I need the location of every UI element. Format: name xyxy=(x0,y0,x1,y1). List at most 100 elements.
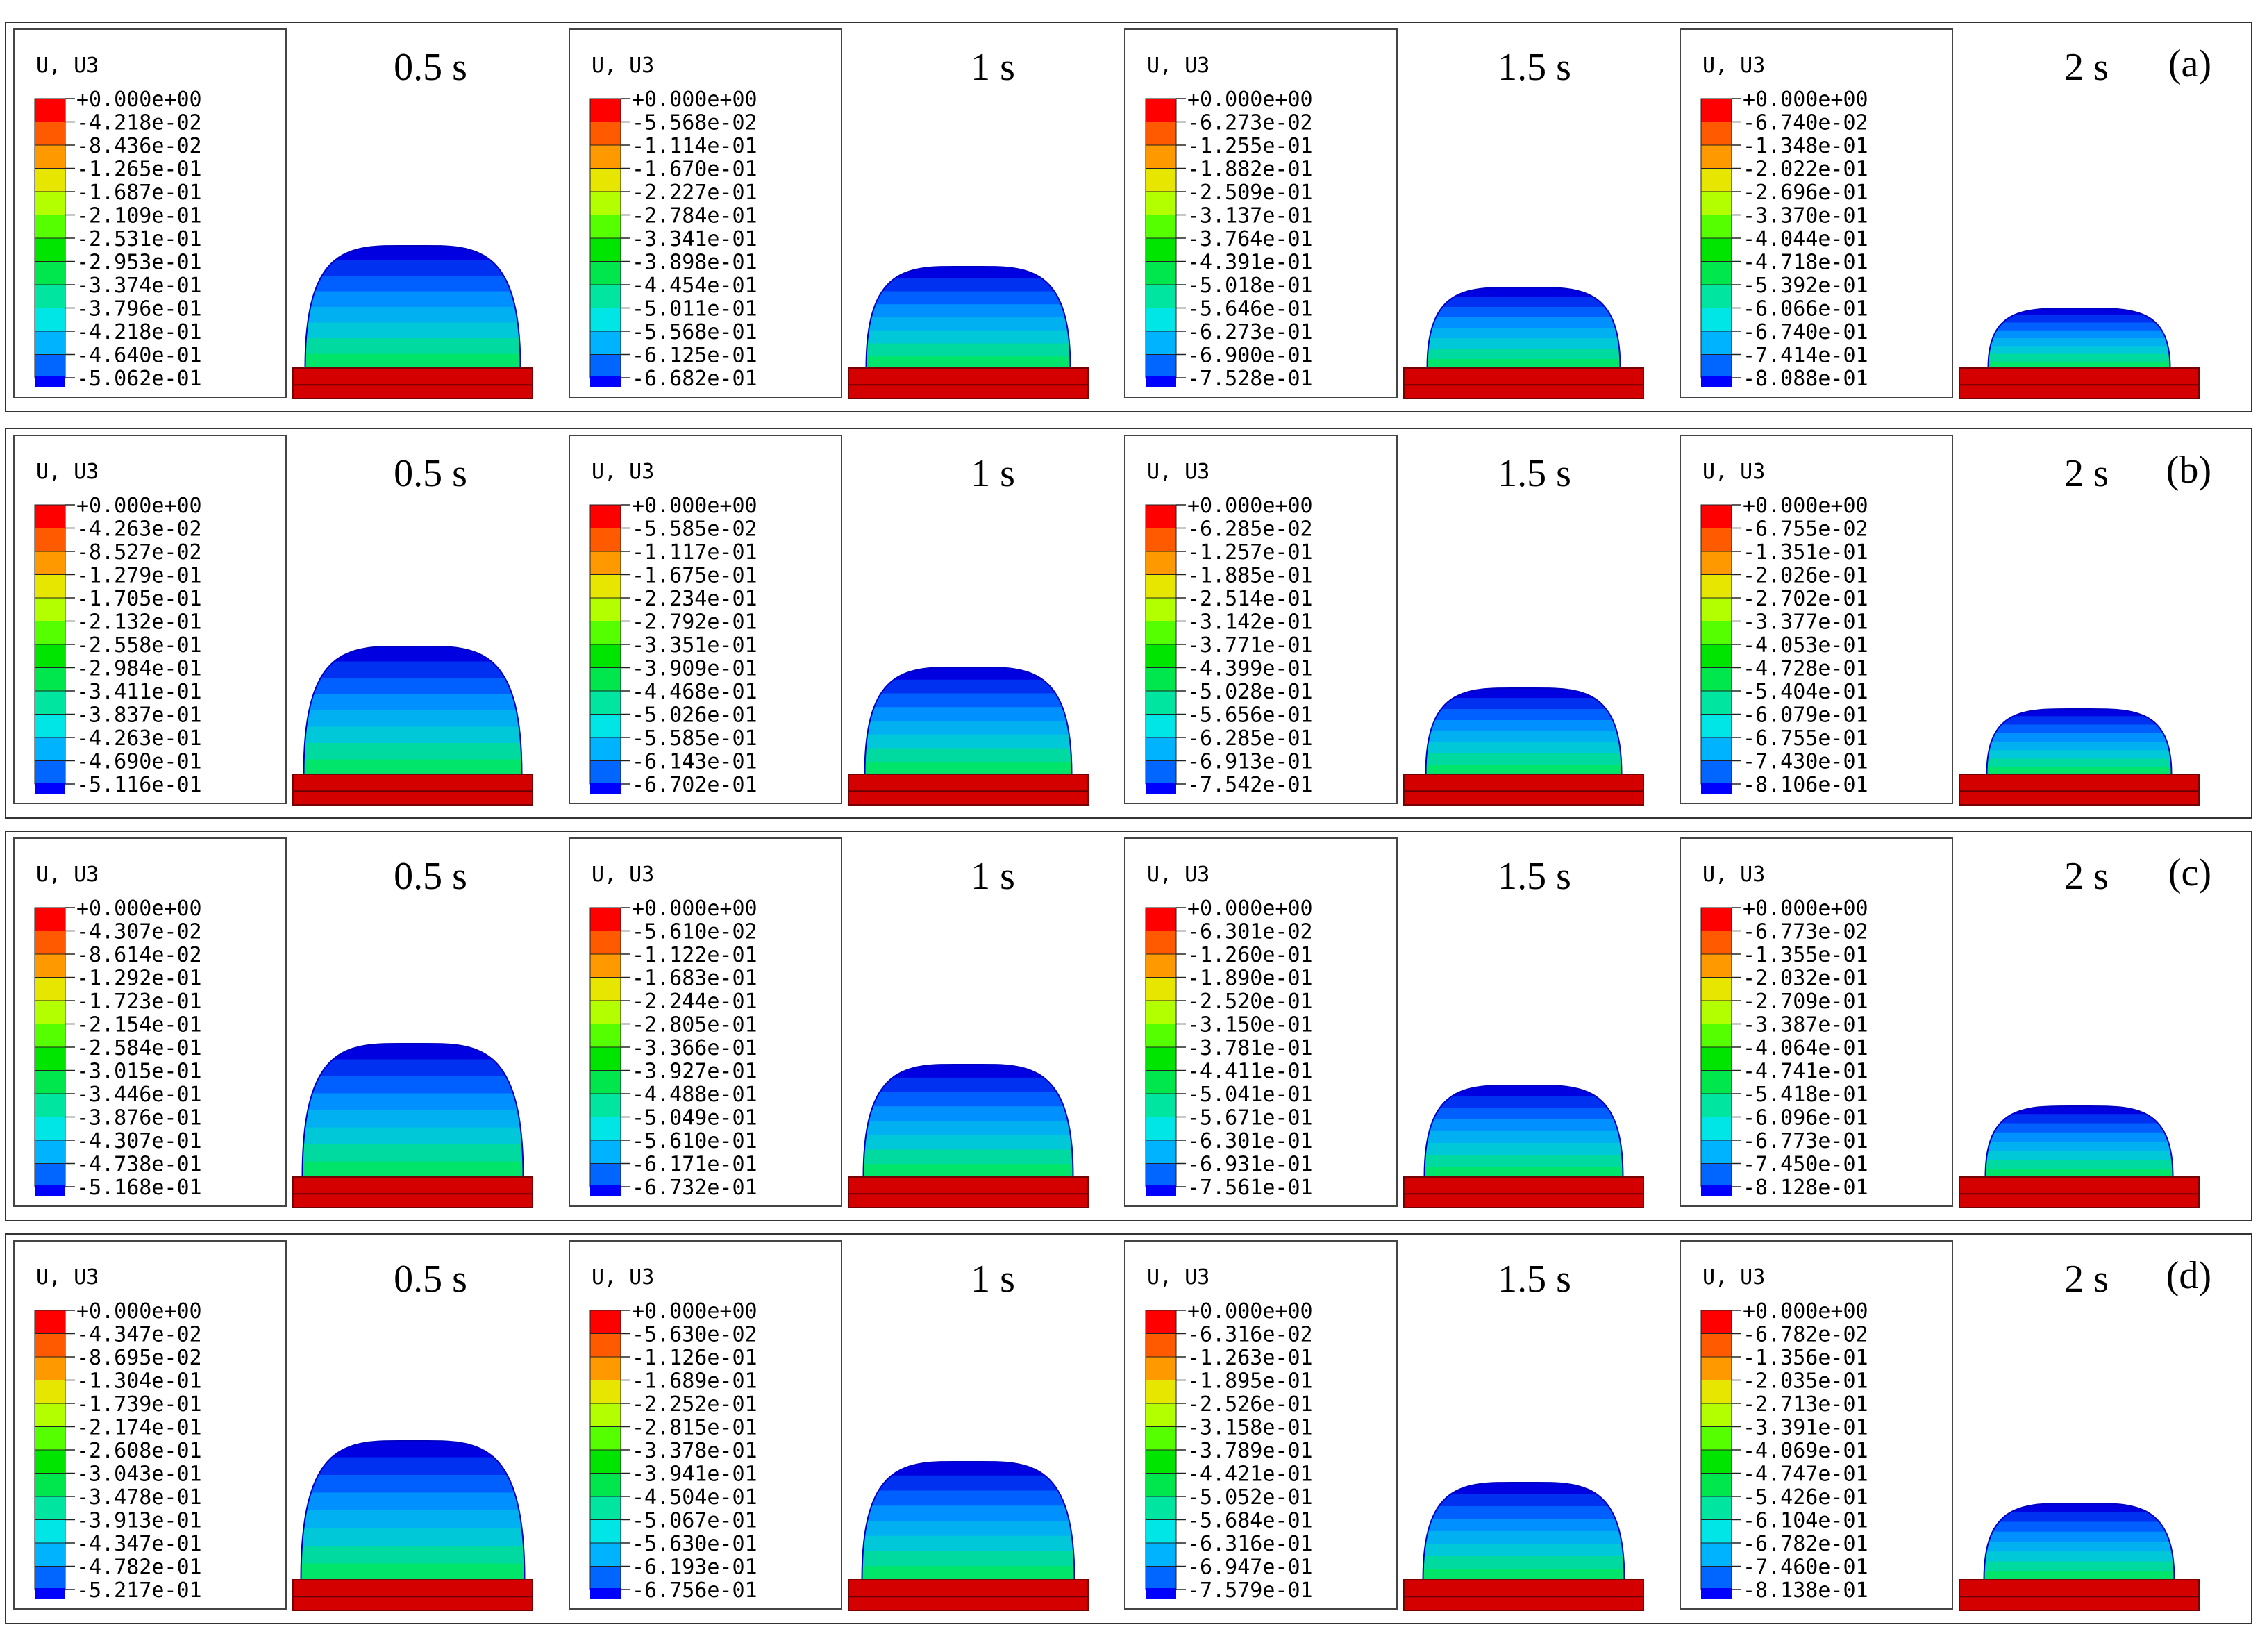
legend-value: -6.782e-01 xyxy=(1743,1532,1868,1556)
figure-row: (c)U, U3+0.000e+00-4.307e-02-8.614e-02-1… xyxy=(5,831,2252,1221)
droplet xyxy=(303,646,522,774)
legend-swatch xyxy=(589,354,621,378)
legend-swatch xyxy=(589,714,621,738)
figure-row: (a)U, U3+0.000e+00-4.218e-02-8.436e-02-1… xyxy=(5,22,2252,412)
legend-swatch xyxy=(1145,907,1177,931)
legend-swatch xyxy=(1145,331,1177,355)
legend-title: U, U3 xyxy=(1147,1265,1209,1290)
legend-value: -2.154e-01 xyxy=(76,1013,202,1037)
legend-swatch xyxy=(34,308,66,332)
legend-value: -8.088e-01 xyxy=(1743,367,1868,391)
droplet-outline xyxy=(1425,687,1623,775)
droplet-band xyxy=(303,758,522,774)
legend-value: -1.882e-01 xyxy=(1187,158,1313,182)
time-label: 2 s xyxy=(2064,1258,2109,1301)
legend-swatch xyxy=(589,931,621,955)
legend-value: -6.301e-01 xyxy=(1187,1129,1313,1153)
legend-value: -5.656e-01 xyxy=(1187,703,1313,728)
legend-value: -6.285e-02 xyxy=(1187,517,1313,542)
row-frame xyxy=(5,831,2252,1221)
droplet-band xyxy=(1988,321,2170,331)
legend-value: -2.953e-01 xyxy=(76,251,202,275)
legend-swatch-end xyxy=(1146,1588,1176,1599)
legend-swatch xyxy=(34,907,66,931)
droplet-band xyxy=(862,1504,1075,1521)
legend-title: U, U3 xyxy=(36,53,99,78)
legend-value: -5.116e-01 xyxy=(76,773,202,797)
time-label: 1.5 s xyxy=(1498,855,1571,898)
legend-swatch xyxy=(1700,1000,1732,1024)
panel-1: U, U3 +0.000e+00-4.263e-02-8.527e-02-1.27… xyxy=(13,435,533,806)
legend-swatch xyxy=(34,597,66,621)
legend-swatch-end xyxy=(1701,783,1732,794)
legend-swatch xyxy=(1145,621,1177,645)
legend-value: -6.301e-02 xyxy=(1187,920,1313,944)
droplet-band xyxy=(1427,326,1621,338)
legend-swatch xyxy=(1145,953,1177,978)
droplet-band xyxy=(1425,763,1622,774)
legend-swatch xyxy=(34,760,66,785)
legend-swatch xyxy=(34,237,66,262)
legend-value: -7.542e-01 xyxy=(1187,773,1313,797)
droplet-band xyxy=(862,1519,1075,1536)
legend-swatch xyxy=(1700,215,1732,239)
legend-value: +0.000e+00 xyxy=(632,87,757,112)
legend-value: -3.374e-01 xyxy=(76,274,202,298)
legend-swatch xyxy=(1700,1403,1732,1427)
legend-value: +0.000e+00 xyxy=(1743,1299,1868,1324)
droplet-band xyxy=(1986,765,2172,774)
panel-2: U, U3 +0.000e+00-5.610e-02-1.122e-01-1.68… xyxy=(569,837,1089,1208)
legend-swatch xyxy=(589,144,621,169)
legend-swatch xyxy=(34,1310,66,1334)
legend-value: -6.900e-01 xyxy=(1187,344,1313,368)
droplet-band xyxy=(301,1491,525,1510)
legend-swatch xyxy=(1145,574,1177,599)
droplet-band xyxy=(863,1162,1073,1177)
legend-value: -4.504e-01 xyxy=(632,1485,757,1510)
droplet-band xyxy=(1984,1510,2175,1522)
droplet-band xyxy=(1988,328,2170,338)
legend-value: -1.126e-01 xyxy=(632,1346,757,1370)
droplet-band xyxy=(1988,344,2170,354)
legend-value: -2.509e-01 xyxy=(1187,181,1313,205)
substrate xyxy=(848,774,1089,806)
time-label: 1.5 s xyxy=(1498,1258,1571,1301)
legend-value: -8.436e-02 xyxy=(76,134,202,158)
legend-value: -2.514e-01 xyxy=(1187,587,1313,611)
legend-value: -4.399e-01 xyxy=(1187,657,1313,681)
droplet-band xyxy=(1425,741,1622,753)
legend-swatch xyxy=(1700,597,1732,621)
legend-swatch xyxy=(1145,597,1177,621)
legend-swatch xyxy=(1700,1024,1732,1048)
droplet-band xyxy=(305,290,521,307)
legend-swatch xyxy=(589,261,621,285)
legend-value: -2.520e-01 xyxy=(1187,990,1313,1014)
legend-value: -1.260e-01 xyxy=(1187,943,1313,967)
legend-swatch xyxy=(589,1117,621,1141)
legend-swatch-end xyxy=(35,1185,65,1196)
legend-swatch xyxy=(34,284,66,308)
legend-value: -6.740e-02 xyxy=(1743,111,1868,135)
legend-swatch xyxy=(34,977,66,1001)
droplet-band xyxy=(1425,708,1622,720)
legend-swatch xyxy=(1145,644,1177,668)
legend-swatch xyxy=(1700,528,1732,552)
droplet xyxy=(305,245,521,368)
legend-value: -3.789e-01 xyxy=(1187,1439,1313,1463)
legend-swatch xyxy=(1700,308,1732,332)
legend-swatch xyxy=(34,714,66,738)
legend-swatch xyxy=(589,597,621,621)
legend-swatch xyxy=(1700,168,1732,192)
legend-value: -4.411e-01 xyxy=(1187,1060,1313,1084)
legend-swatch xyxy=(1145,1000,1177,1024)
legend-value: -6.732e-01 xyxy=(632,1176,757,1200)
legend-swatch xyxy=(1145,528,1177,552)
time-label: 2 s xyxy=(2064,46,2109,89)
legend-value: -6.913e-01 xyxy=(1187,750,1313,774)
legend-swatch-end xyxy=(1146,783,1176,794)
legend-value: -3.137e-01 xyxy=(1187,204,1313,228)
legend-value: -4.263e-02 xyxy=(76,517,202,542)
legend-value: -4.728e-01 xyxy=(1743,657,1868,681)
legend-value: -5.062e-01 xyxy=(76,367,202,391)
legend-swatch xyxy=(1700,1117,1732,1141)
